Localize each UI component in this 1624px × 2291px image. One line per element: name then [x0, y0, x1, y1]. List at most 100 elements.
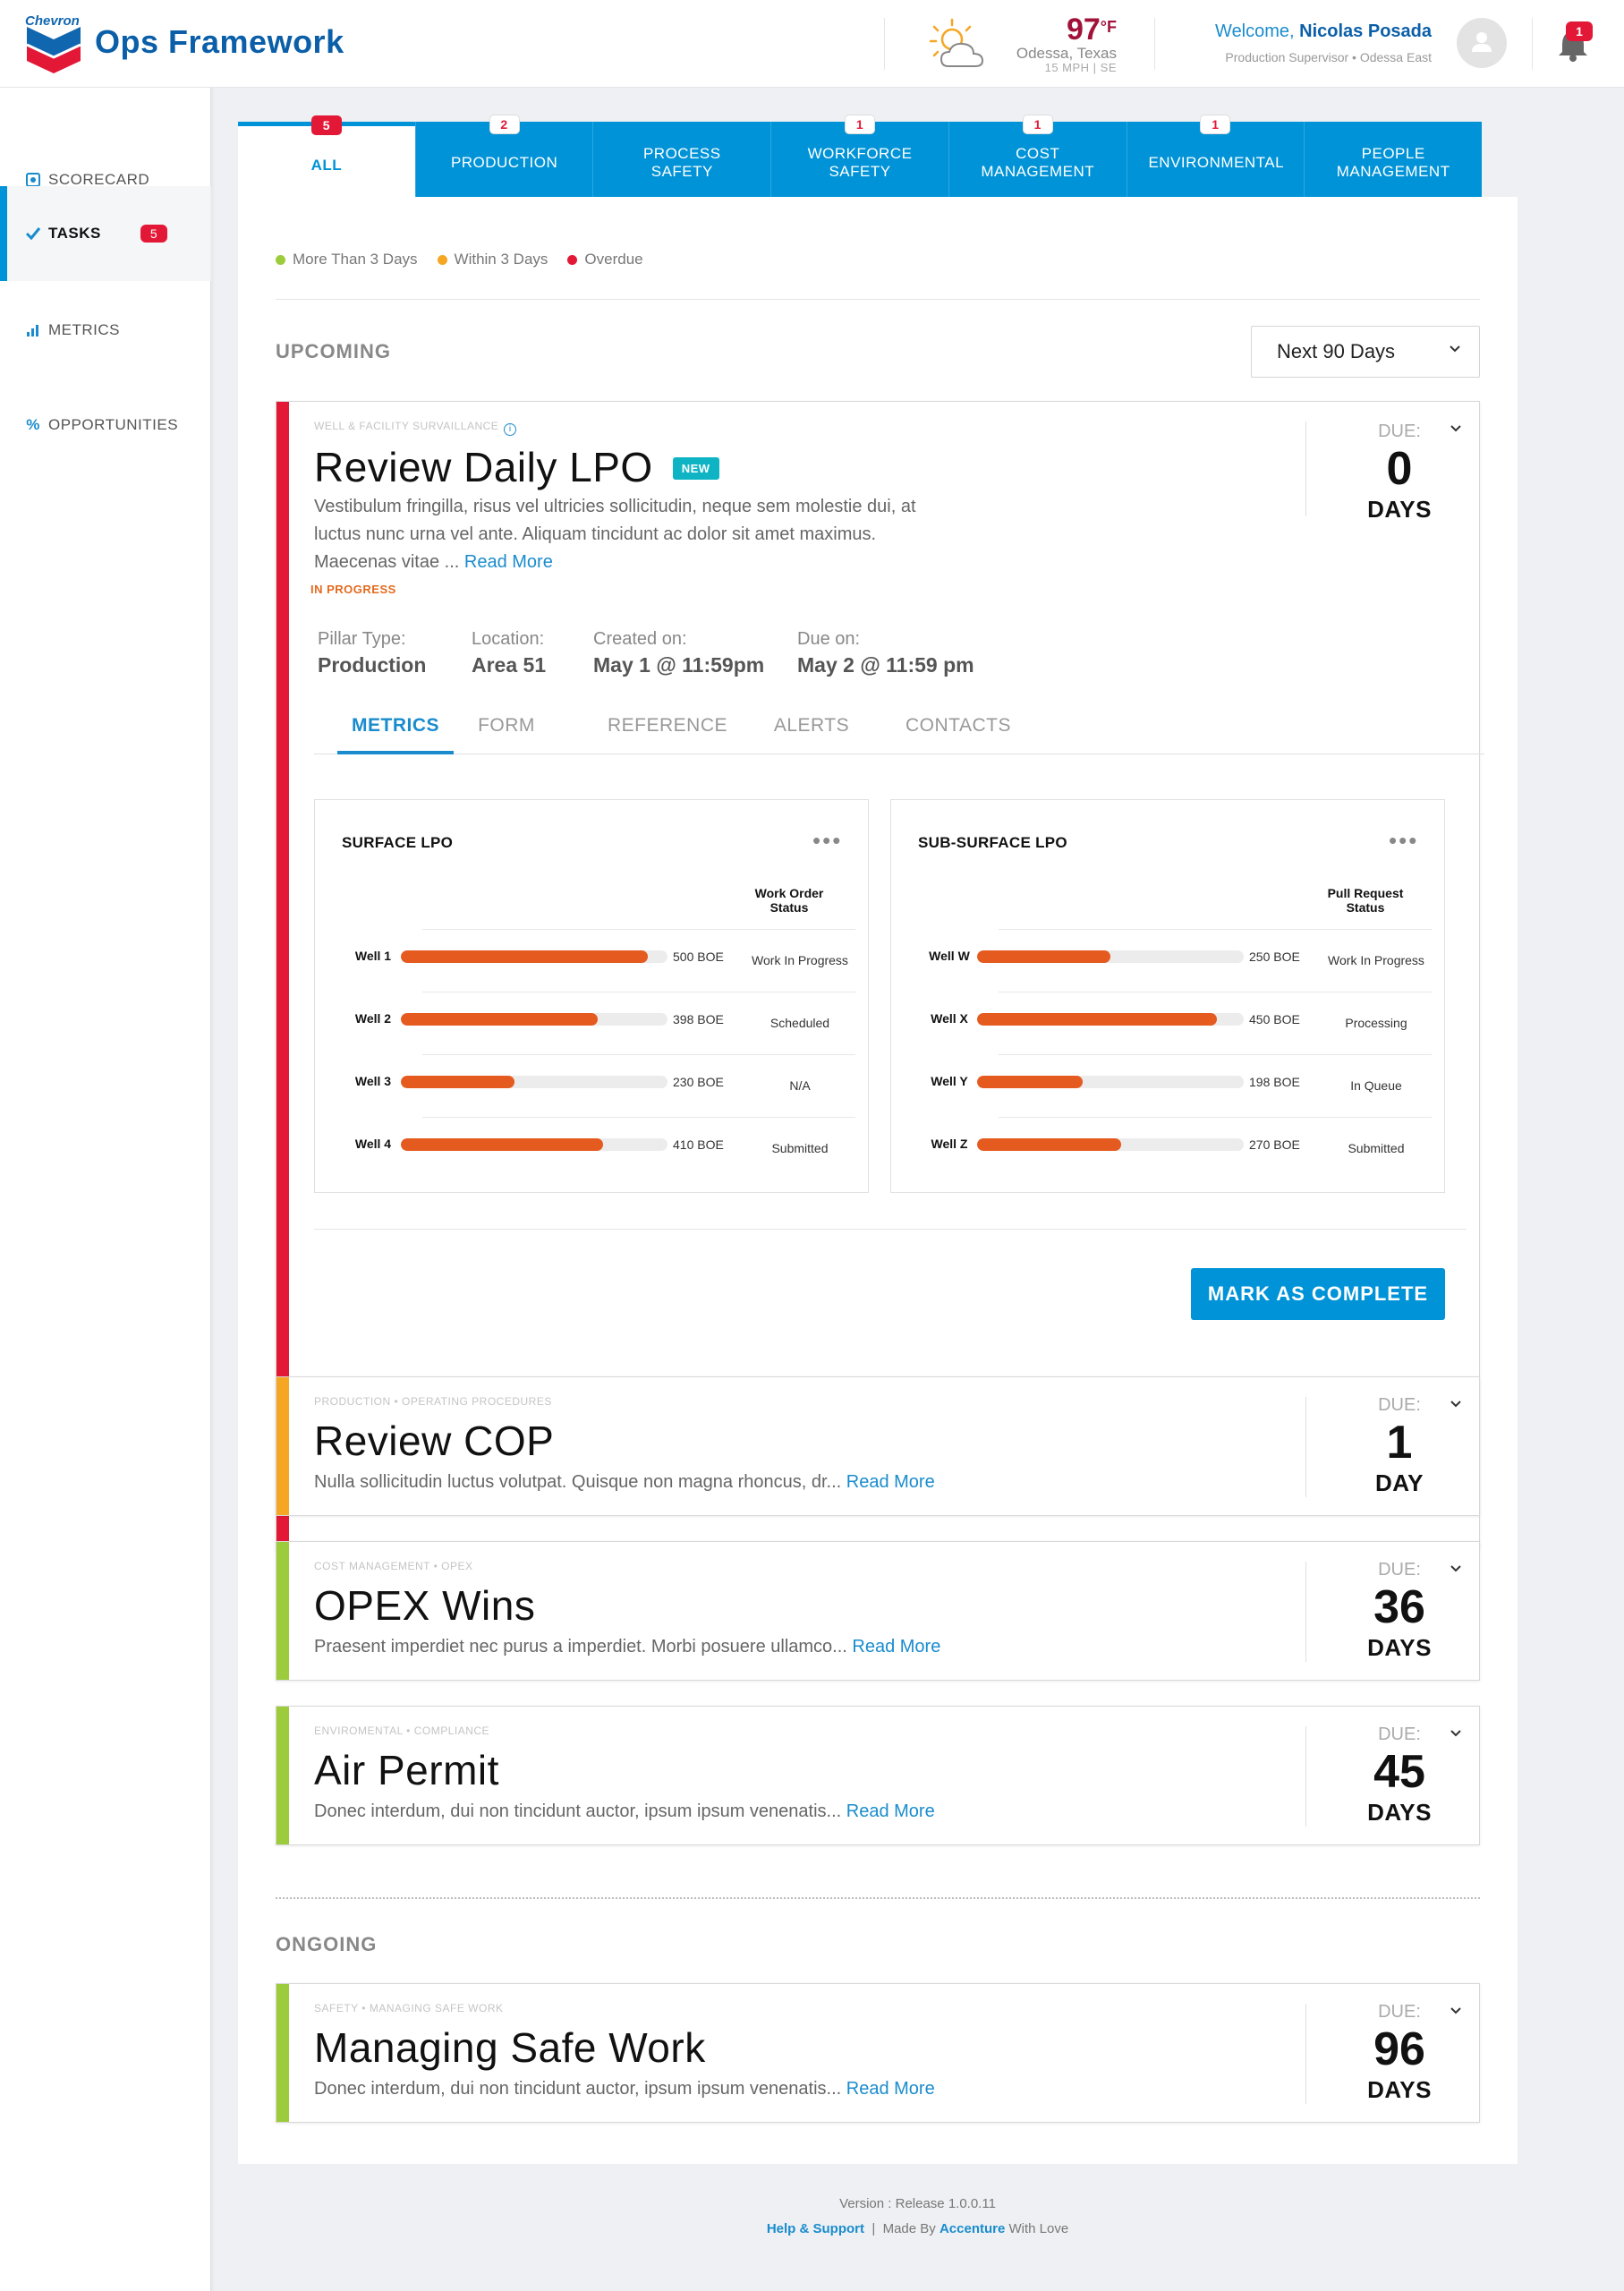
task-card-review-cop[interactable]: PRODUCTION • OPERATING PROCEDURES Review… — [276, 1376, 1480, 1516]
due-divider — [1305, 1397, 1306, 1497]
avatar[interactable] — [1457, 18, 1507, 68]
boe-bar — [401, 1138, 604, 1151]
metric-row: Well 4 410 BOE Submitted — [336, 1117, 855, 1180]
mark-complete-button[interactable]: MARK AS COMPLETE — [1191, 1268, 1445, 1320]
tab-all[interactable]: 5 ALL — [238, 115, 415, 197]
status-value: N/A — [789, 1077, 811, 1093]
app-title[interactable]: Ops Framework — [95, 23, 344, 60]
logo-word: Chevron — [25, 13, 80, 29]
read-more-link[interactable]: Read More — [846, 2079, 935, 2099]
tab-workforce-safety[interactable]: 1 WORKFORCE SAFETY — [770, 115, 948, 197]
more-options-icon[interactable]: ••• — [812, 827, 843, 854]
legend-dot — [276, 254, 285, 265]
chevron-down-icon[interactable] — [1449, 1726, 1463, 1741]
legend-item: More Than 3 Days — [276, 251, 418, 268]
sidebar-item-metrics[interactable]: METRICS — [0, 283, 211, 378]
chevron-down-icon — [1450, 345, 1460, 353]
new-badge: NEW — [672, 457, 719, 480]
chevron-logo-icon[interactable] — [25, 14, 82, 73]
metric-card-surface-lpo: SURFACE LPO ••• Work Order Status Well 1 5… — [314, 799, 869, 1193]
chevron-down-icon[interactable] — [1449, 2004, 1463, 2018]
metric-row: Well 1 500 BOE Work In Progress — [336, 929, 855, 992]
tab-label: COST MANAGEMENT — [981, 145, 1095, 180]
tab-process-safety[interactable]: PROCESS SAFETY — [592, 122, 771, 197]
info-icon[interactable]: i — [504, 423, 517, 436]
metric-card-sub-surface-lpo: SUB-SURFACE LPO ••• Pull Request Status W… — [890, 799, 1445, 1193]
welcome-message: Welcome, Nicolas Posada — [1215, 21, 1432, 41]
chevron-down-icon[interactable] — [1449, 1562, 1463, 1576]
due-label: DUE: — [1378, 1560, 1421, 1580]
meta-pillar-type: Pillar Type: Production — [318, 629, 427, 677]
task-breadcrumb: SAFETY • MANAGING SAFE WORK — [314, 2002, 504, 2014]
priority-bar — [276, 402, 289, 1549]
chevron-down-icon[interactable] — [1449, 1397, 1463, 1411]
task-card-opex-wins[interactable]: COST MANAGEMENT • OPEX OPEX Wins Praesen… — [276, 1541, 1480, 1681]
sidebar-item-label: METRICS — [48, 321, 120, 338]
read-more-link[interactable]: Read More — [852, 1637, 941, 1657]
task-card-managing-safe-work[interactable]: SAFETY • MANAGING SAFE WORK Managing Saf… — [276, 1983, 1480, 2123]
sidebar-item-tasks[interactable]: TASKS 5 — [0, 186, 211, 281]
task-description: Nulla sollicitudin luctus volutpat. Quis… — [314, 1472, 935, 1492]
due-unit: DAYS — [1367, 2076, 1432, 2103]
subtab-contacts[interactable]: CONTACTS — [906, 715, 1011, 736]
priority-bar — [276, 1377, 289, 1515]
due-divider — [1305, 422, 1306, 516]
task-subtabs: METRICS FORM REFERENCE ALERTS CONTACTS — [314, 715, 1484, 754]
tab-production[interactable]: 2 PRODUCTION — [414, 115, 593, 197]
task-breadcrumb: WELL & FACILITY SURVAILLANCE i — [314, 420, 517, 436]
help-support-link[interactable]: Help & Support — [766, 2221, 864, 2236]
divider — [276, 299, 1480, 300]
subtab-alerts[interactable]: ALERTS — [773, 715, 850, 736]
boe-bar-track — [977, 950, 1244, 963]
task-card-review-daily-lpo[interactable]: WELL & FACILITY SURVAILLANCE i Review Dai… — [276, 401, 1484, 1550]
read-more-link[interactable]: Read More — [846, 1801, 935, 1821]
divider — [314, 1229, 1467, 1230]
tab-label: ALL — [310, 156, 343, 174]
task-title: OPEX Wins — [314, 1582, 536, 1629]
tab-label: PRODUCTION — [450, 154, 558, 171]
due-label: DUE: — [1378, 2002, 1421, 2022]
tab-environmental[interactable]: 1 ENVIRONMENTAL — [1126, 115, 1305, 197]
boe-value: 410 BOE — [673, 1137, 724, 1152]
subtab-metrics[interactable]: METRICS — [337, 715, 454, 754]
chevron-down-icon[interactable] — [1449, 422, 1463, 436]
status-value: Submitted — [771, 1140, 829, 1155]
user-icon — [1472, 32, 1492, 52]
legend-dot — [567, 254, 578, 265]
tab-badge: 2 — [489, 115, 520, 134]
subtab-reference[interactable]: REFERENCE — [607, 715, 728, 736]
tab-cost-management[interactable]: 1 COST MANAGEMENT — [948, 115, 1127, 197]
boe-value: 450 BOE — [1249, 1012, 1300, 1026]
due-divider — [1305, 1562, 1306, 1662]
notification-badge[interactable]: 1 — [1566, 21, 1593, 41]
sidebar-item-opportunities[interactable]: % OPPORTUNITIES — [0, 378, 211, 473]
footer-links: Help & Support | Made By Accenture With … — [766, 2221, 1069, 2236]
tab-people-management[interactable]: PEOPLE MANAGEMENT — [1304, 122, 1483, 197]
task-title: Managing Safe Work — [314, 2024, 706, 2071]
date-range-select[interactable]: Next 90 Days — [1251, 326, 1480, 378]
due-label: DUE: — [1378, 422, 1421, 441]
partly-cloudy-icon — [929, 18, 984, 67]
status-tag: IN PROGRESS — [310, 583, 396, 596]
boe-bar-track — [401, 950, 667, 963]
task-card-air-permit[interactable]: ENVIROMENTAL • COMPLIANCE Air Permit Don… — [276, 1706, 1480, 1845]
legend-item: Overdue — [567, 251, 643, 268]
user-name: Nicolas Posada — [1299, 21, 1432, 41]
column-header: Pull Request Status — [1327, 886, 1404, 915]
boe-bar-track — [401, 1138, 667, 1151]
subtab-form[interactable]: FORM — [478, 715, 535, 736]
meta-location: Location: Area 51 — [472, 629, 547, 677]
more-options-icon[interactable]: ••• — [1389, 827, 1419, 854]
due-unit: DAY — [1374, 1469, 1424, 1496]
header-divider — [1154, 18, 1155, 70]
tab-label: PROCESS SAFETY — [642, 145, 721, 180]
due-number: 36 — [1373, 1581, 1425, 1633]
read-more-link[interactable]: Read More — [846, 1472, 935, 1492]
percent-icon: % — [26, 416, 40, 433]
check-icon — [25, 226, 41, 242]
legend-item: Within 3 Days — [437, 251, 548, 268]
read-more-link[interactable]: Read More — [463, 552, 553, 572]
accenture-link[interactable]: Accenture — [939, 2221, 1006, 2236]
status-value: In Queue — [1350, 1077, 1402, 1093]
weather-wind: 15 MPH | SE — [1044, 61, 1117, 74]
